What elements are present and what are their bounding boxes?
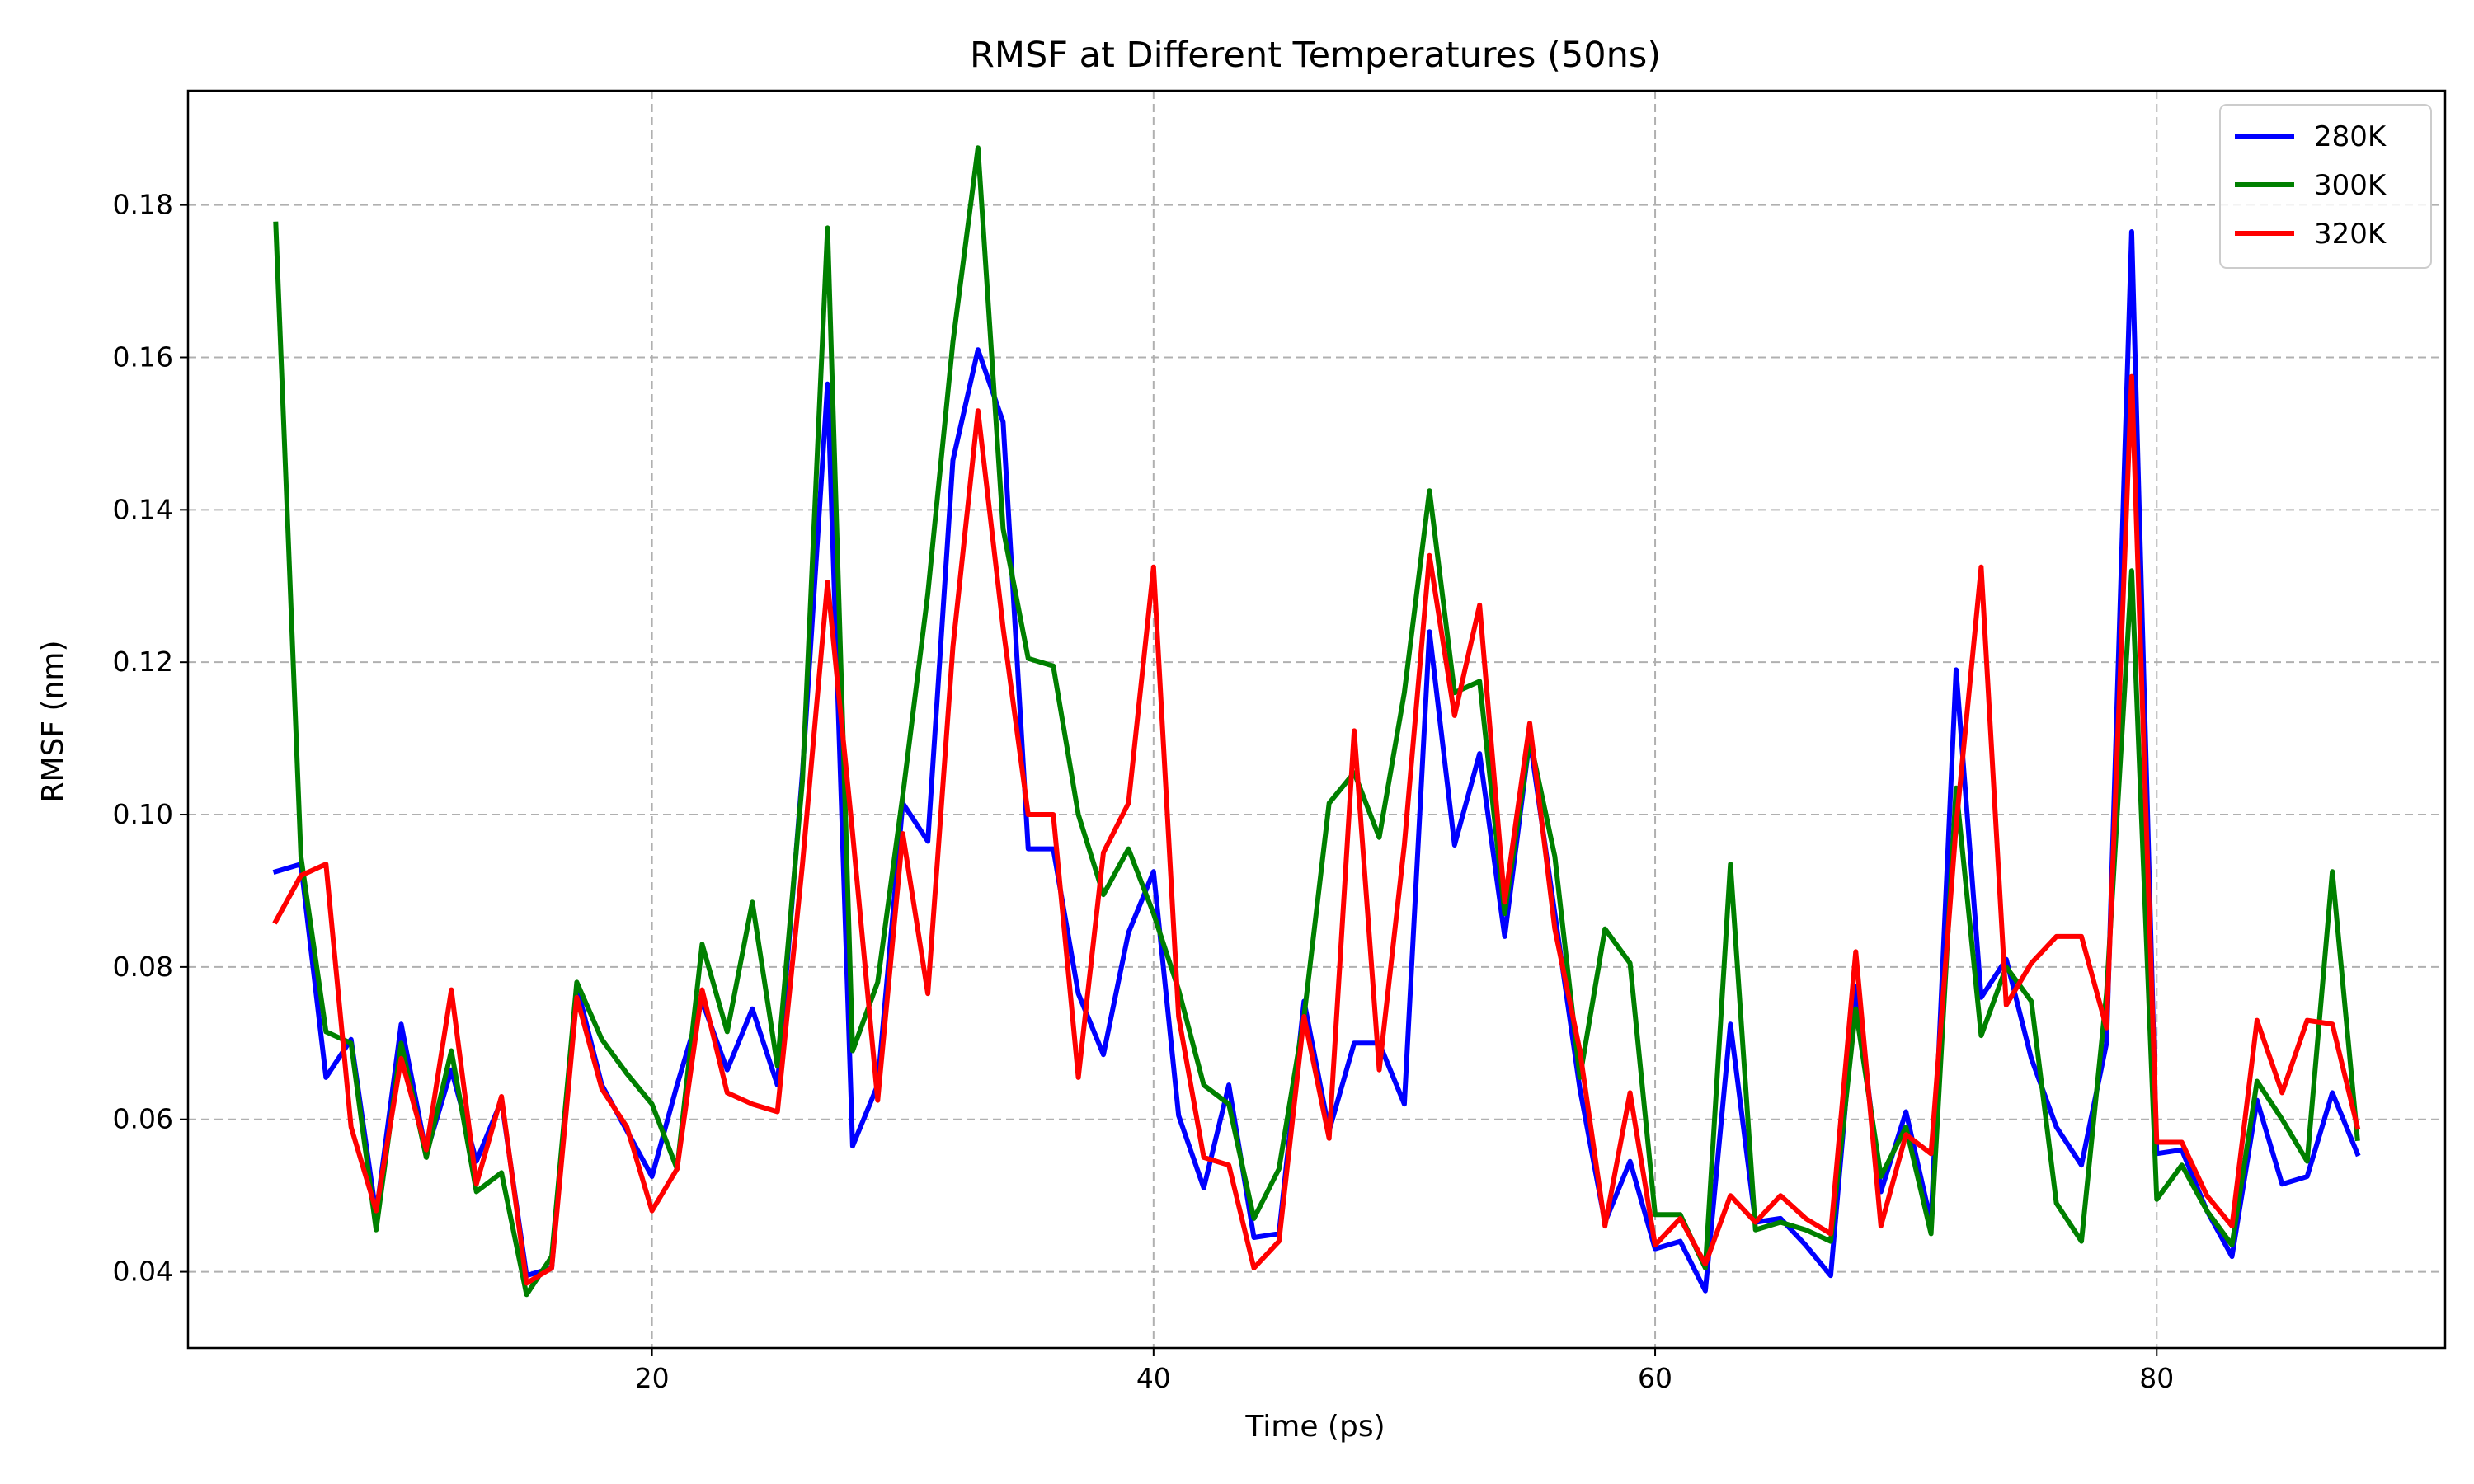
legend-label-300K: 300K (2314, 169, 2387, 202)
x-tick-label: 20 (635, 1362, 670, 1394)
y-tick-label: 0.04 (113, 1256, 173, 1288)
y-tick-label: 0.18 (113, 189, 173, 221)
series-lines (272, 145, 2361, 1298)
x-tick-label: 80 (2139, 1362, 2174, 1394)
x-axis-label: Time (ps) (1244, 1410, 1385, 1444)
chart-title: RMSF at Different Temperatures (50ns) (970, 35, 1661, 76)
y-tick-label: 0.12 (113, 646, 173, 678)
legend-label-280K: 280K (2314, 120, 2387, 153)
x-tick-label: 40 (1136, 1362, 1171, 1394)
legend-label-320K: 320K (2314, 218, 2387, 251)
y-tick-label: 0.08 (113, 951, 173, 983)
y-axis-ticks: 0.04 0.06 0.08 0.10 0.12 0.14 0.16 0.18 (113, 189, 188, 1288)
series-line-300K (273, 145, 2360, 1298)
y-tick-label: 0.16 (113, 340, 173, 373)
x-tick-label: 60 (1638, 1362, 1672, 1394)
y-tick-label: 0.14 (113, 493, 173, 525)
legend: 280K 300K 320K (2219, 104, 2432, 269)
plot-area-frame (186, 89, 2447, 1350)
y-axis-label: RMSF (nm) (36, 640, 70, 802)
y-tick-label: 0.06 (113, 1103, 173, 1135)
y-tick-label: 0.10 (113, 798, 173, 830)
x-axis-ticks: 20 40 60 80 (635, 1348, 2174, 1394)
legend-box (2219, 104, 2432, 269)
series-line-320K (272, 373, 2361, 1286)
